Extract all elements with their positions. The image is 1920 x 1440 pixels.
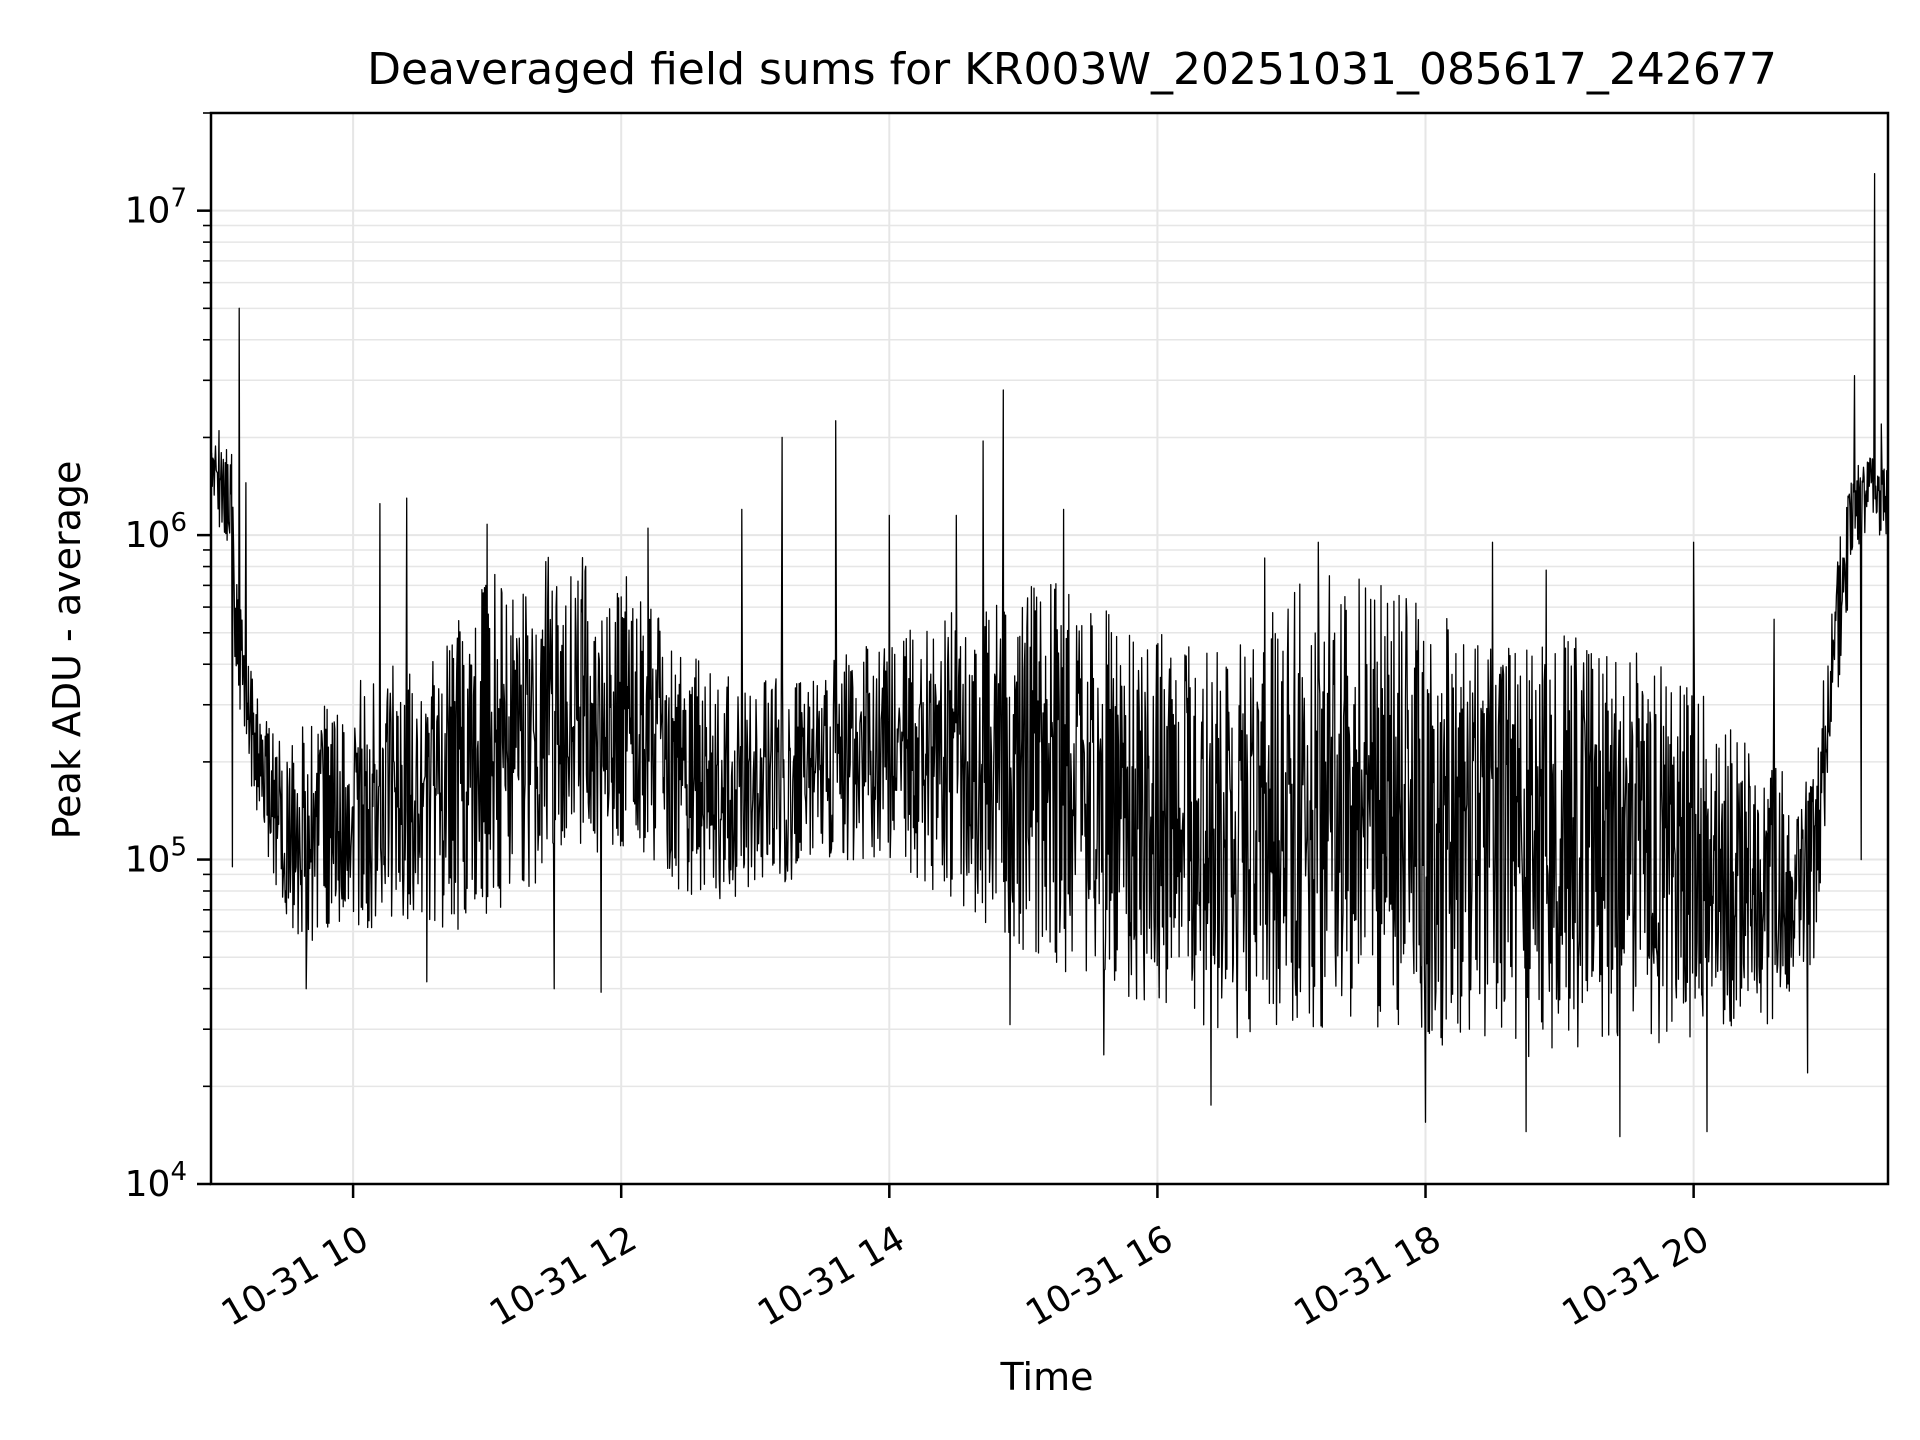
- plot-frame: [209, 111, 1890, 1186]
- series-line: [210, 173, 1889, 1138]
- data-series: [210, 173, 1889, 1138]
- y-tick-label: 105: [125, 833, 187, 881]
- x-axis-label: Time: [1000, 1355, 1094, 1399]
- y-tick-label: 106: [125, 508, 187, 556]
- y-axis-label: Peak ADU - average: [45, 461, 89, 840]
- y-axis-ticks: 104 105 106 107: [125, 112, 211, 1205]
- y-tick-label: 107: [125, 184, 187, 232]
- y-tick-label: 104: [125, 1157, 187, 1205]
- chart-title: Deaveraged field sums for KR003W_2025103…: [367, 44, 1777, 95]
- axes: [209, 111, 1890, 1186]
